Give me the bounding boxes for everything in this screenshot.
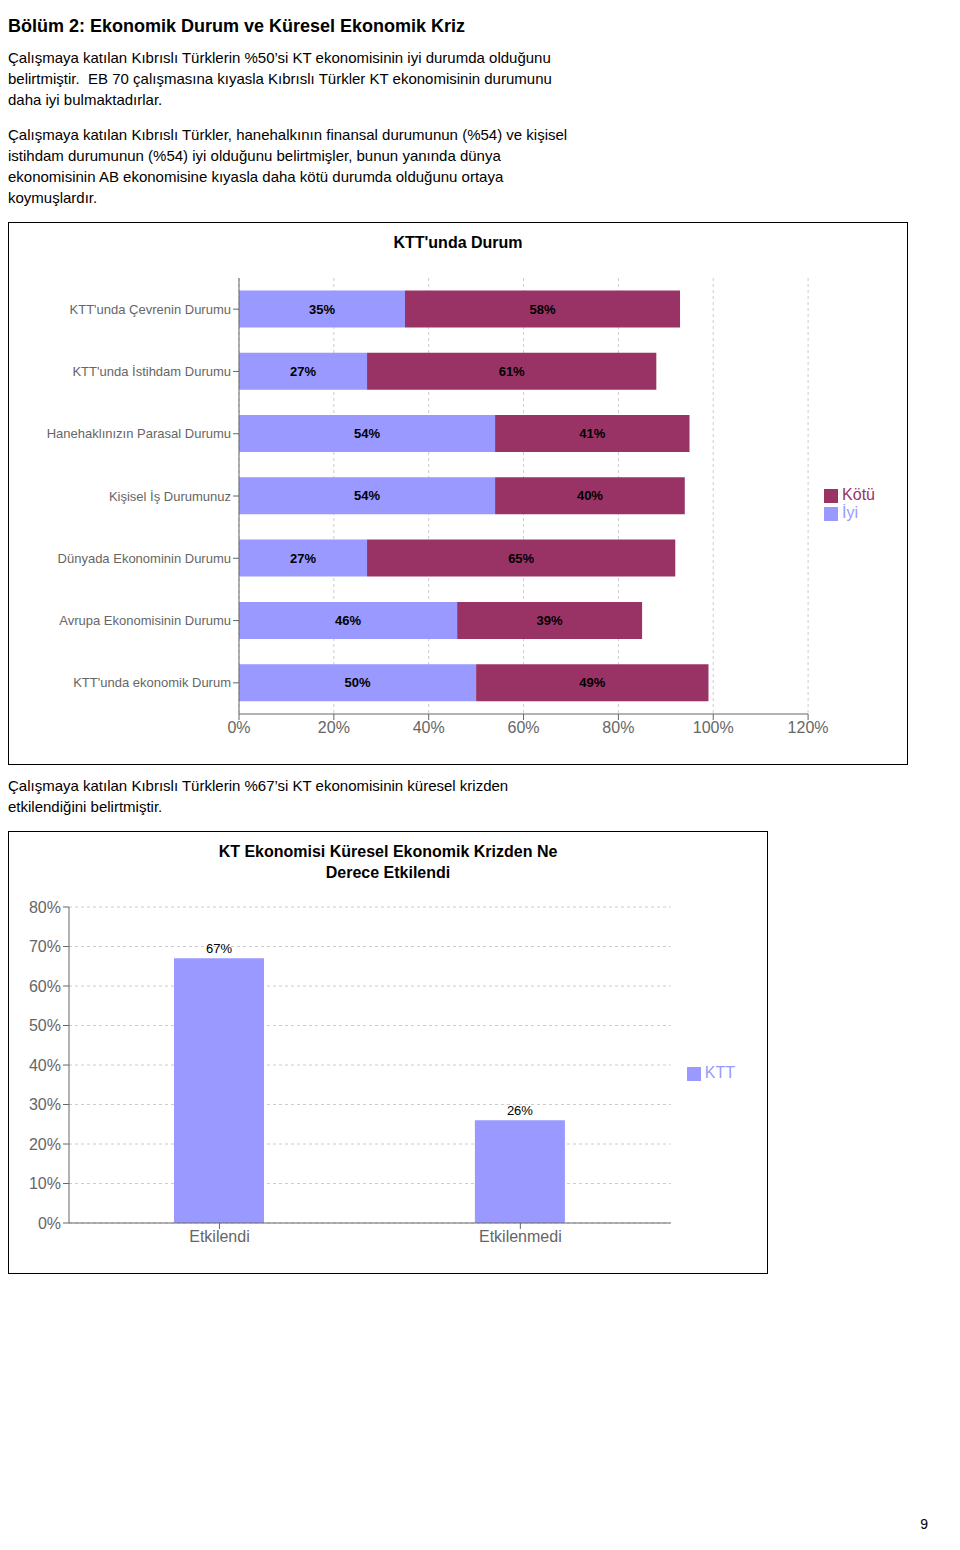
svg-text:61%: 61% bbox=[499, 364, 525, 379]
svg-text:0%: 0% bbox=[227, 719, 250, 736]
svg-text:67%: 67% bbox=[206, 942, 232, 957]
svg-text:Kişisel İş Durumunuz: Kişisel İş Durumunuz bbox=[109, 488, 231, 503]
html-text:Kötü: Kötü bbox=[842, 485, 875, 503]
svg-text:50%: 50% bbox=[29, 1018, 61, 1035]
svg-text:39%: 39% bbox=[537, 613, 563, 628]
html-text:Bölüm 2: Ekonomik Durum ve Kür: Bölüm 2: Ekonomik Durum ve Küresel Ekono… bbox=[8, 16, 466, 36]
svg-text:58%: 58% bbox=[529, 301, 555, 316]
svg-text:KTT'unda ekonomik Durum: KTT'unda ekonomik Durum bbox=[73, 675, 231, 690]
svg-text:10%: 10% bbox=[29, 1176, 61, 1193]
html-text:Çalışmaya katılan Kıbrıslı Tür: Çalışmaya katılan Kıbrıslı Türklerin %67… bbox=[8, 776, 509, 794]
svg-text:Etkilenmedi: Etkilenmedi bbox=[479, 1229, 562, 1246]
svg-text:46%: 46% bbox=[335, 613, 361, 628]
html-text:Çalışmaya katılan Kıbrıslı Tür: Çalışmaya katılan Kıbrıslı Türklerin %50… bbox=[8, 49, 551, 66]
svg-text:65%: 65% bbox=[508, 551, 534, 566]
html-text:Çalışmaya katılan Kıbrıslı Tür: Çalışmaya katılan Kıbrıslı Türkler, hane… bbox=[8, 126, 568, 143]
html-text:KTT: KTT bbox=[704, 1064, 735, 1082]
svg-text:40%: 40% bbox=[577, 488, 603, 503]
svg-text:54%: 54% bbox=[354, 426, 380, 441]
svg-text:KTT'unda İstihdam Durumu: KTT'unda İstihdam Durumu bbox=[72, 364, 231, 379]
svg-text:30%: 30% bbox=[29, 1097, 61, 1114]
svg-text:70%: 70% bbox=[29, 939, 61, 956]
svg-text:26%: 26% bbox=[507, 1104, 533, 1119]
svg-text:100%: 100% bbox=[693, 719, 734, 736]
svg-text:27%: 27% bbox=[290, 364, 316, 379]
svg-text:40%: 40% bbox=[413, 719, 445, 736]
html-text:İyi: İyi bbox=[842, 503, 859, 521]
svg-text:120%: 120% bbox=[788, 719, 829, 736]
svg-text:Avrupa Ekonomisinin Durumu: Avrupa Ekonomisinin Durumu bbox=[59, 613, 231, 628]
html-text:istihdam durumunun (%54) iyi o: istihdam durumunun (%54) iyi olduğunu be… bbox=[8, 147, 501, 164]
svg-text:60%: 60% bbox=[29, 978, 61, 995]
html-text:Derece Etkilendi: Derece Etkilendi bbox=[325, 863, 451, 881]
svg-text:41%: 41% bbox=[579, 426, 605, 441]
svg-text:35%: 35% bbox=[309, 301, 335, 316]
html-text:daha iyi bulmaktadırlar.: daha iyi bulmaktadırlar. bbox=[8, 91, 163, 108]
html-text:koymuşlardır.: koymuşlardır. bbox=[8, 189, 98, 206]
svg-text:80%: 80% bbox=[29, 899, 61, 916]
svg-text:50%: 50% bbox=[345, 675, 371, 690]
svg-text:54%: 54% bbox=[354, 488, 380, 503]
html-text:ekonomisinin AB ekonomisine kı: ekonomisinin AB ekonomisine kıyasla daha… bbox=[8, 168, 504, 185]
html-text:KT Ekonomisi Küresel Ekonomik: KT Ekonomisi Küresel Ekonomik Krizden Ne bbox=[218, 842, 558, 860]
svg-text:0%: 0% bbox=[38, 1215, 61, 1232]
html-text:etkilendiğini belirtmiştir.: etkilendiğini belirtmiştir. bbox=[8, 797, 163, 815]
svg-text:20%: 20% bbox=[318, 719, 350, 736]
html-text:9: 9 bbox=[920, 1516, 928, 1532]
html-text:belirtmiştir. EB 70 çalışmasın: belirtmiştir. EB 70 çalışmasına kıyasla … bbox=[8, 70, 552, 87]
svg-text:40%: 40% bbox=[29, 1057, 61, 1074]
html-text:KTT'unda Durum: KTT'unda Durum bbox=[393, 234, 523, 251]
svg-text:49%: 49% bbox=[579, 675, 605, 690]
svg-text:20%: 20% bbox=[29, 1136, 61, 1153]
svg-text:60%: 60% bbox=[508, 719, 540, 736]
svg-text:Hanehaklınızın Parasal Durumu: Hanehaklınızın Parasal Durumu bbox=[47, 426, 231, 441]
svg-text:KTT'unda Çevrenin Durumu: KTT'unda Çevrenin Durumu bbox=[70, 302, 231, 317]
svg-text:Etkilendi: Etkilendi bbox=[189, 1229, 249, 1246]
svg-text:Dünyada Ekonominin Durumu: Dünyada Ekonominin Durumu bbox=[58, 551, 231, 566]
svg-text:80%: 80% bbox=[602, 719, 634, 736]
svg-text:27%: 27% bbox=[290, 551, 316, 566]
